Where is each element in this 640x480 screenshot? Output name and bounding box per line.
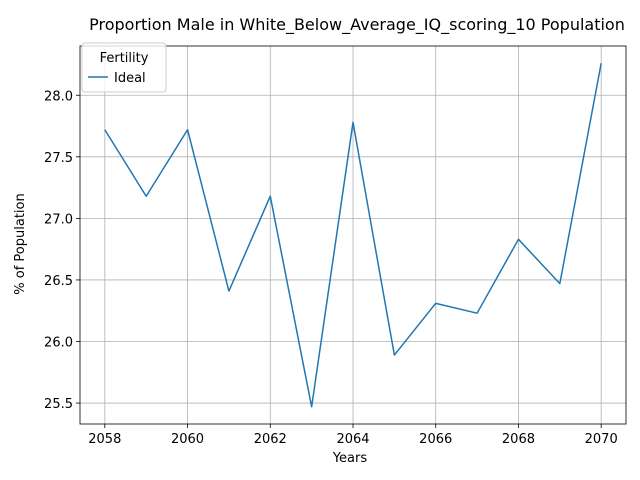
series-line-ideal (104, 63, 602, 408)
x-axis-label: Years (332, 451, 368, 466)
y-tick-label: 27.5 (44, 151, 73, 166)
x-tick-label: 2068 (502, 432, 535, 447)
x-tick-label: 2064 (336, 432, 369, 447)
y-tick-label: 28.0 (44, 89, 73, 104)
series-layer (104, 63, 602, 408)
axis-ticks: 2058 2060 2062 2064 2066 2068 2070 25.5 26.0 26.5… (44, 89, 618, 447)
legend: Fertility Ideal (81, 42, 167, 93)
grid-lines (80, 46, 626, 424)
x-tick-label: 2062 (254, 432, 287, 447)
x-tick-label: 2066 (419, 432, 452, 447)
x-tick-label: 2060 (171, 432, 204, 447)
legend-label-ideal: Ideal (114, 71, 146, 86)
chart-title: Proportion Male in White_Below_Average_I… (89, 15, 625, 35)
x-tick-label: 2058 (88, 432, 121, 447)
y-tick-label: 25.5 (44, 397, 73, 412)
legend-box (81, 42, 167, 93)
y-tick-label: 26.0 (44, 336, 73, 351)
y-axis-label: % of Population (13, 193, 28, 294)
legend-title: Fertility (100, 51, 149, 66)
y-tick-label: 26.5 (44, 274, 73, 289)
x-tick-label: 2070 (585, 432, 618, 447)
y-tick-label: 27.0 (44, 212, 73, 227)
